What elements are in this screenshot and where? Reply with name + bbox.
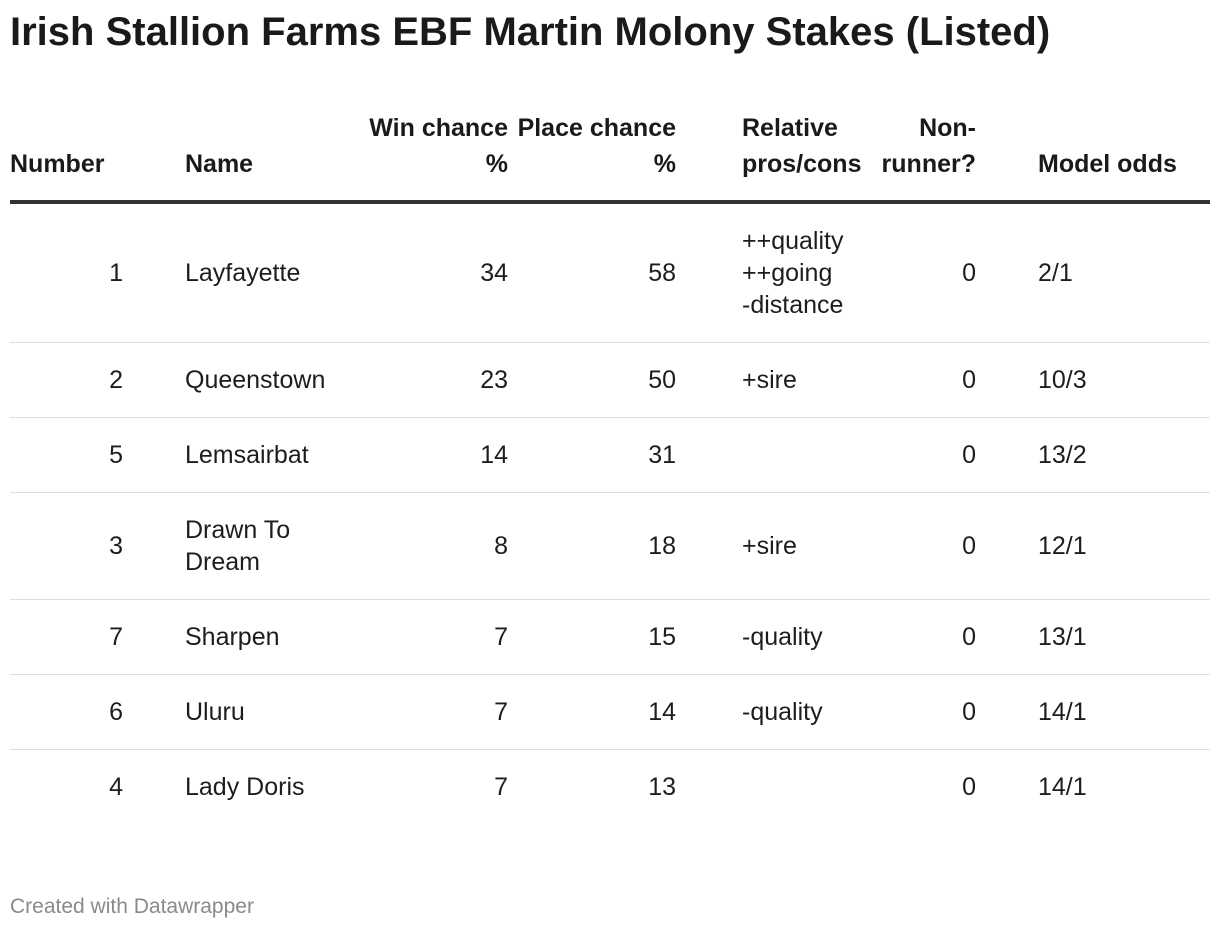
data-table: Number Name Win chance % Place chance % … — [10, 110, 1210, 824]
cell-place-chance: 13 — [648, 773, 676, 801]
table-row: 7 Sharpen 7 15 -quality 0 13/1 — [10, 599, 1210, 675]
cell-name: Uluru — [185, 674, 360, 750]
cell-model-odds: 14/1 — [1038, 674, 1210, 750]
chart-title: Irish Stallion Farms EBF Martin Molony S… — [10, 10, 1051, 54]
cell-number: 4 — [109, 773, 123, 801]
cell-non-runner: 0 — [863, 674, 1038, 750]
cell-win-chance: 14 — [360, 417, 508, 493]
column-header-name[interactable]: Name — [185, 110, 360, 204]
cell-pros-cons: -quality — [676, 674, 863, 750]
cell-name: Layfayette — [185, 202, 360, 343]
cell-win-chance: 8 — [360, 492, 508, 600]
cell-model-odds: 2/1 — [1038, 202, 1210, 343]
column-header-place-chance[interactable]: Place chance % — [508, 110, 676, 204]
cell-number: 2 — [10, 342, 185, 418]
cell-name: Drawn To Dream — [185, 492, 360, 600]
column-header-win-chance[interactable]: Win chance % — [360, 110, 508, 204]
cell-place-chance: 18 — [508, 492, 676, 600]
cell-model-odds: 13/1 — [1038, 599, 1210, 675]
table-row: 6 Uluru 7 14 -quality 0 14/1 — [10, 674, 1210, 750]
cell-number: 7 — [10, 599, 185, 675]
cell-place-chance: 15 — [508, 599, 676, 675]
cell-model-odds: 14/1 — [1038, 773, 1087, 801]
table-row: 1 Layfayette 34 58 ++quality ++going -distan… — [10, 202, 1210, 343]
table-row: 2 Queenstown 23 50 +sire 0 10/3 — [10, 342, 1210, 418]
cell-number: 1 — [10, 202, 185, 343]
cell-number: 6 — [10, 674, 185, 750]
footer-credit: Created with Datawrapper — [10, 895, 254, 918]
cell-number: 5 — [10, 417, 185, 493]
cell-place-chance: 50 — [508, 342, 676, 418]
table-row: 5 Lemsairbat 14 31 0 13/2 — [10, 417, 1210, 493]
cell-win-chance: 34 — [360, 202, 508, 343]
header-row: Number Name Win chance % Place chance % … — [10, 110, 1210, 204]
cell-place-chance: 31 — [508, 417, 676, 493]
column-header-number[interactable]: Number — [10, 110, 185, 204]
table-body: 1 Layfayette 34 58 ++quality ++going -distan… — [10, 202, 1210, 824]
cell-non-runner: 0 — [962, 773, 976, 801]
cell-win-chance: 23 — [360, 342, 508, 418]
cell-pros-cons: +sire — [676, 342, 863, 418]
cell-win-chance: 7 — [360, 599, 508, 675]
cell-name: Lady Doris — [185, 773, 305, 801]
column-header-pros-cons[interactable]: Relative pros/cons — [676, 110, 863, 204]
cell-pros-cons: +sire — [676, 492, 863, 600]
cell-name: Queenstown — [185, 342, 360, 418]
cell-pros-cons: -quality — [676, 599, 863, 675]
cell-name: Lemsairbat — [185, 417, 360, 493]
cell-win-chance: 7 — [494, 773, 508, 801]
cell-number: 3 — [10, 492, 185, 600]
cell-name: Sharpen — [185, 599, 360, 675]
column-header-non-runner[interactable]: Non-runner? — [863, 110, 1038, 204]
cell-model-odds: 12/1 — [1038, 492, 1210, 600]
cell-place-chance: 14 — [508, 674, 676, 750]
cell-pros-cons — [676, 750, 863, 825]
cell-non-runner: 0 — [863, 342, 1038, 418]
cell-non-runner: 0 — [863, 599, 1038, 675]
table-row: 3 Drawn To Dream 8 18 +sire 0 12/1 — [10, 492, 1210, 600]
cell-win-chance: 7 — [360, 674, 508, 750]
cell-non-runner: 0 — [863, 202, 1038, 343]
table-row: 4 Lady Doris 7 13 0 14/1 — [10, 750, 1210, 825]
cell-pros-cons: ++quality ++going -distance — [676, 202, 863, 343]
cell-model-odds: 13/2 — [1038, 417, 1210, 493]
cell-non-runner: 0 — [863, 492, 1038, 600]
column-header-model-odds[interactable]: Model odds — [1038, 110, 1210, 204]
cell-model-odds: 10/3 — [1038, 342, 1210, 418]
cell-non-runner: 0 — [863, 417, 1038, 493]
cell-pros-cons — [676, 417, 863, 493]
cell-place-chance: 58 — [508, 202, 676, 343]
